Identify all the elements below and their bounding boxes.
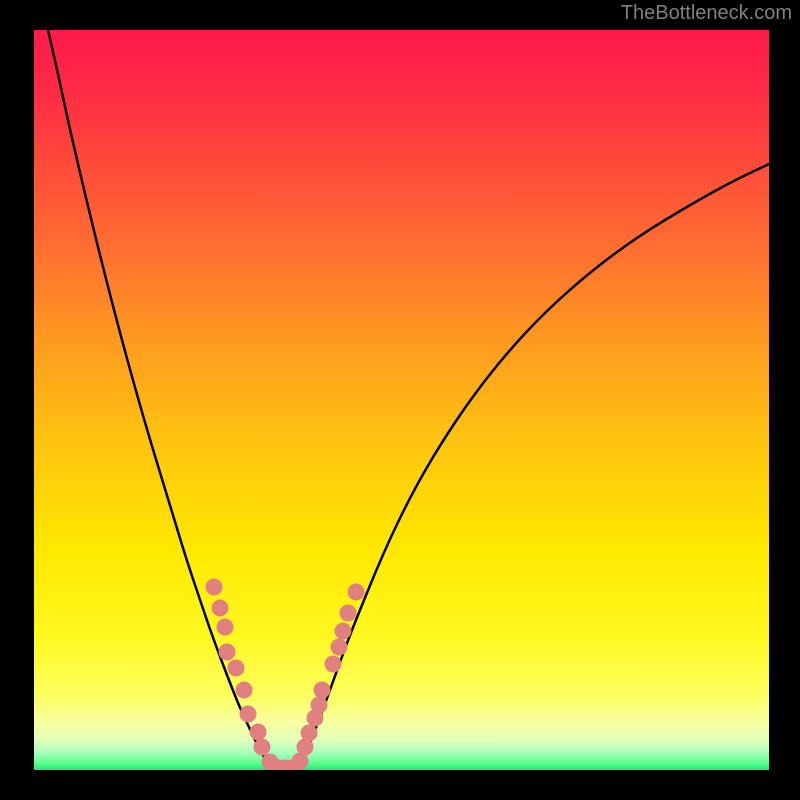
marker-point	[311, 697, 328, 714]
right-curve	[298, 164, 769, 768]
marker-point	[212, 600, 229, 617]
marker-point	[340, 605, 357, 622]
marker-point	[348, 584, 365, 601]
watermark-text: TheBottleneck.com	[621, 2, 792, 25]
marker-point	[250, 724, 267, 741]
marker-point	[236, 682, 253, 699]
marker-point	[301, 725, 318, 742]
marker-point	[331, 639, 348, 656]
marker-point	[240, 706, 257, 723]
markers	[206, 579, 365, 771]
marker-point	[228, 660, 245, 677]
plot-area	[34, 30, 769, 770]
marker-point	[217, 619, 234, 636]
marker-point	[219, 644, 236, 661]
marker-point	[206, 579, 223, 596]
chart-overlay	[34, 30, 769, 770]
left-curve	[48, 30, 272, 768]
marker-point	[254, 739, 271, 756]
marker-point	[335, 623, 352, 640]
marker-point	[325, 656, 342, 673]
marker-point	[314, 682, 331, 699]
